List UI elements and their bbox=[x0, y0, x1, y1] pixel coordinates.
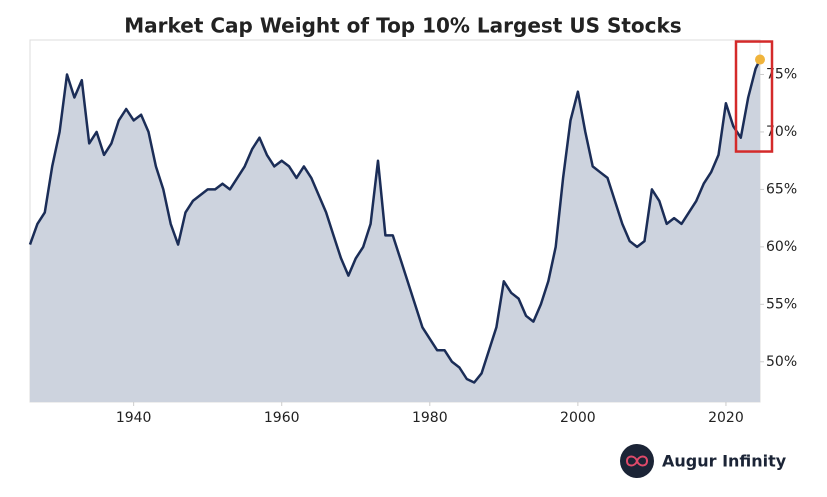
highlight-box bbox=[734, 40, 774, 153]
x-tick-label: 2000 bbox=[560, 410, 596, 426]
y-tick-label: 65% bbox=[766, 181, 797, 197]
area bbox=[30, 59, 760, 402]
line bbox=[28, 58, 762, 384]
y-tick-label: 60% bbox=[766, 239, 797, 255]
x-tick-label: 2020 bbox=[708, 410, 744, 426]
y-tick-label: 75% bbox=[766, 66, 797, 82]
logo-infinity bbox=[625, 455, 649, 467]
x-tick-label: 1940 bbox=[116, 410, 152, 426]
end-marker bbox=[755, 54, 765, 65]
x-tick-label: 1960 bbox=[264, 410, 300, 426]
chart-title: Market Cap Weight of Top 10% Largest US … bbox=[124, 14, 681, 38]
y-tick-label: 55% bbox=[766, 296, 797, 312]
y-tick-label: 50% bbox=[766, 354, 797, 370]
brand-name: Augur Infinity bbox=[662, 452, 787, 471]
y-tick-label: 70% bbox=[766, 124, 797, 140]
x-tick-label: 1980 bbox=[412, 410, 448, 426]
brand-logo bbox=[620, 444, 654, 478]
